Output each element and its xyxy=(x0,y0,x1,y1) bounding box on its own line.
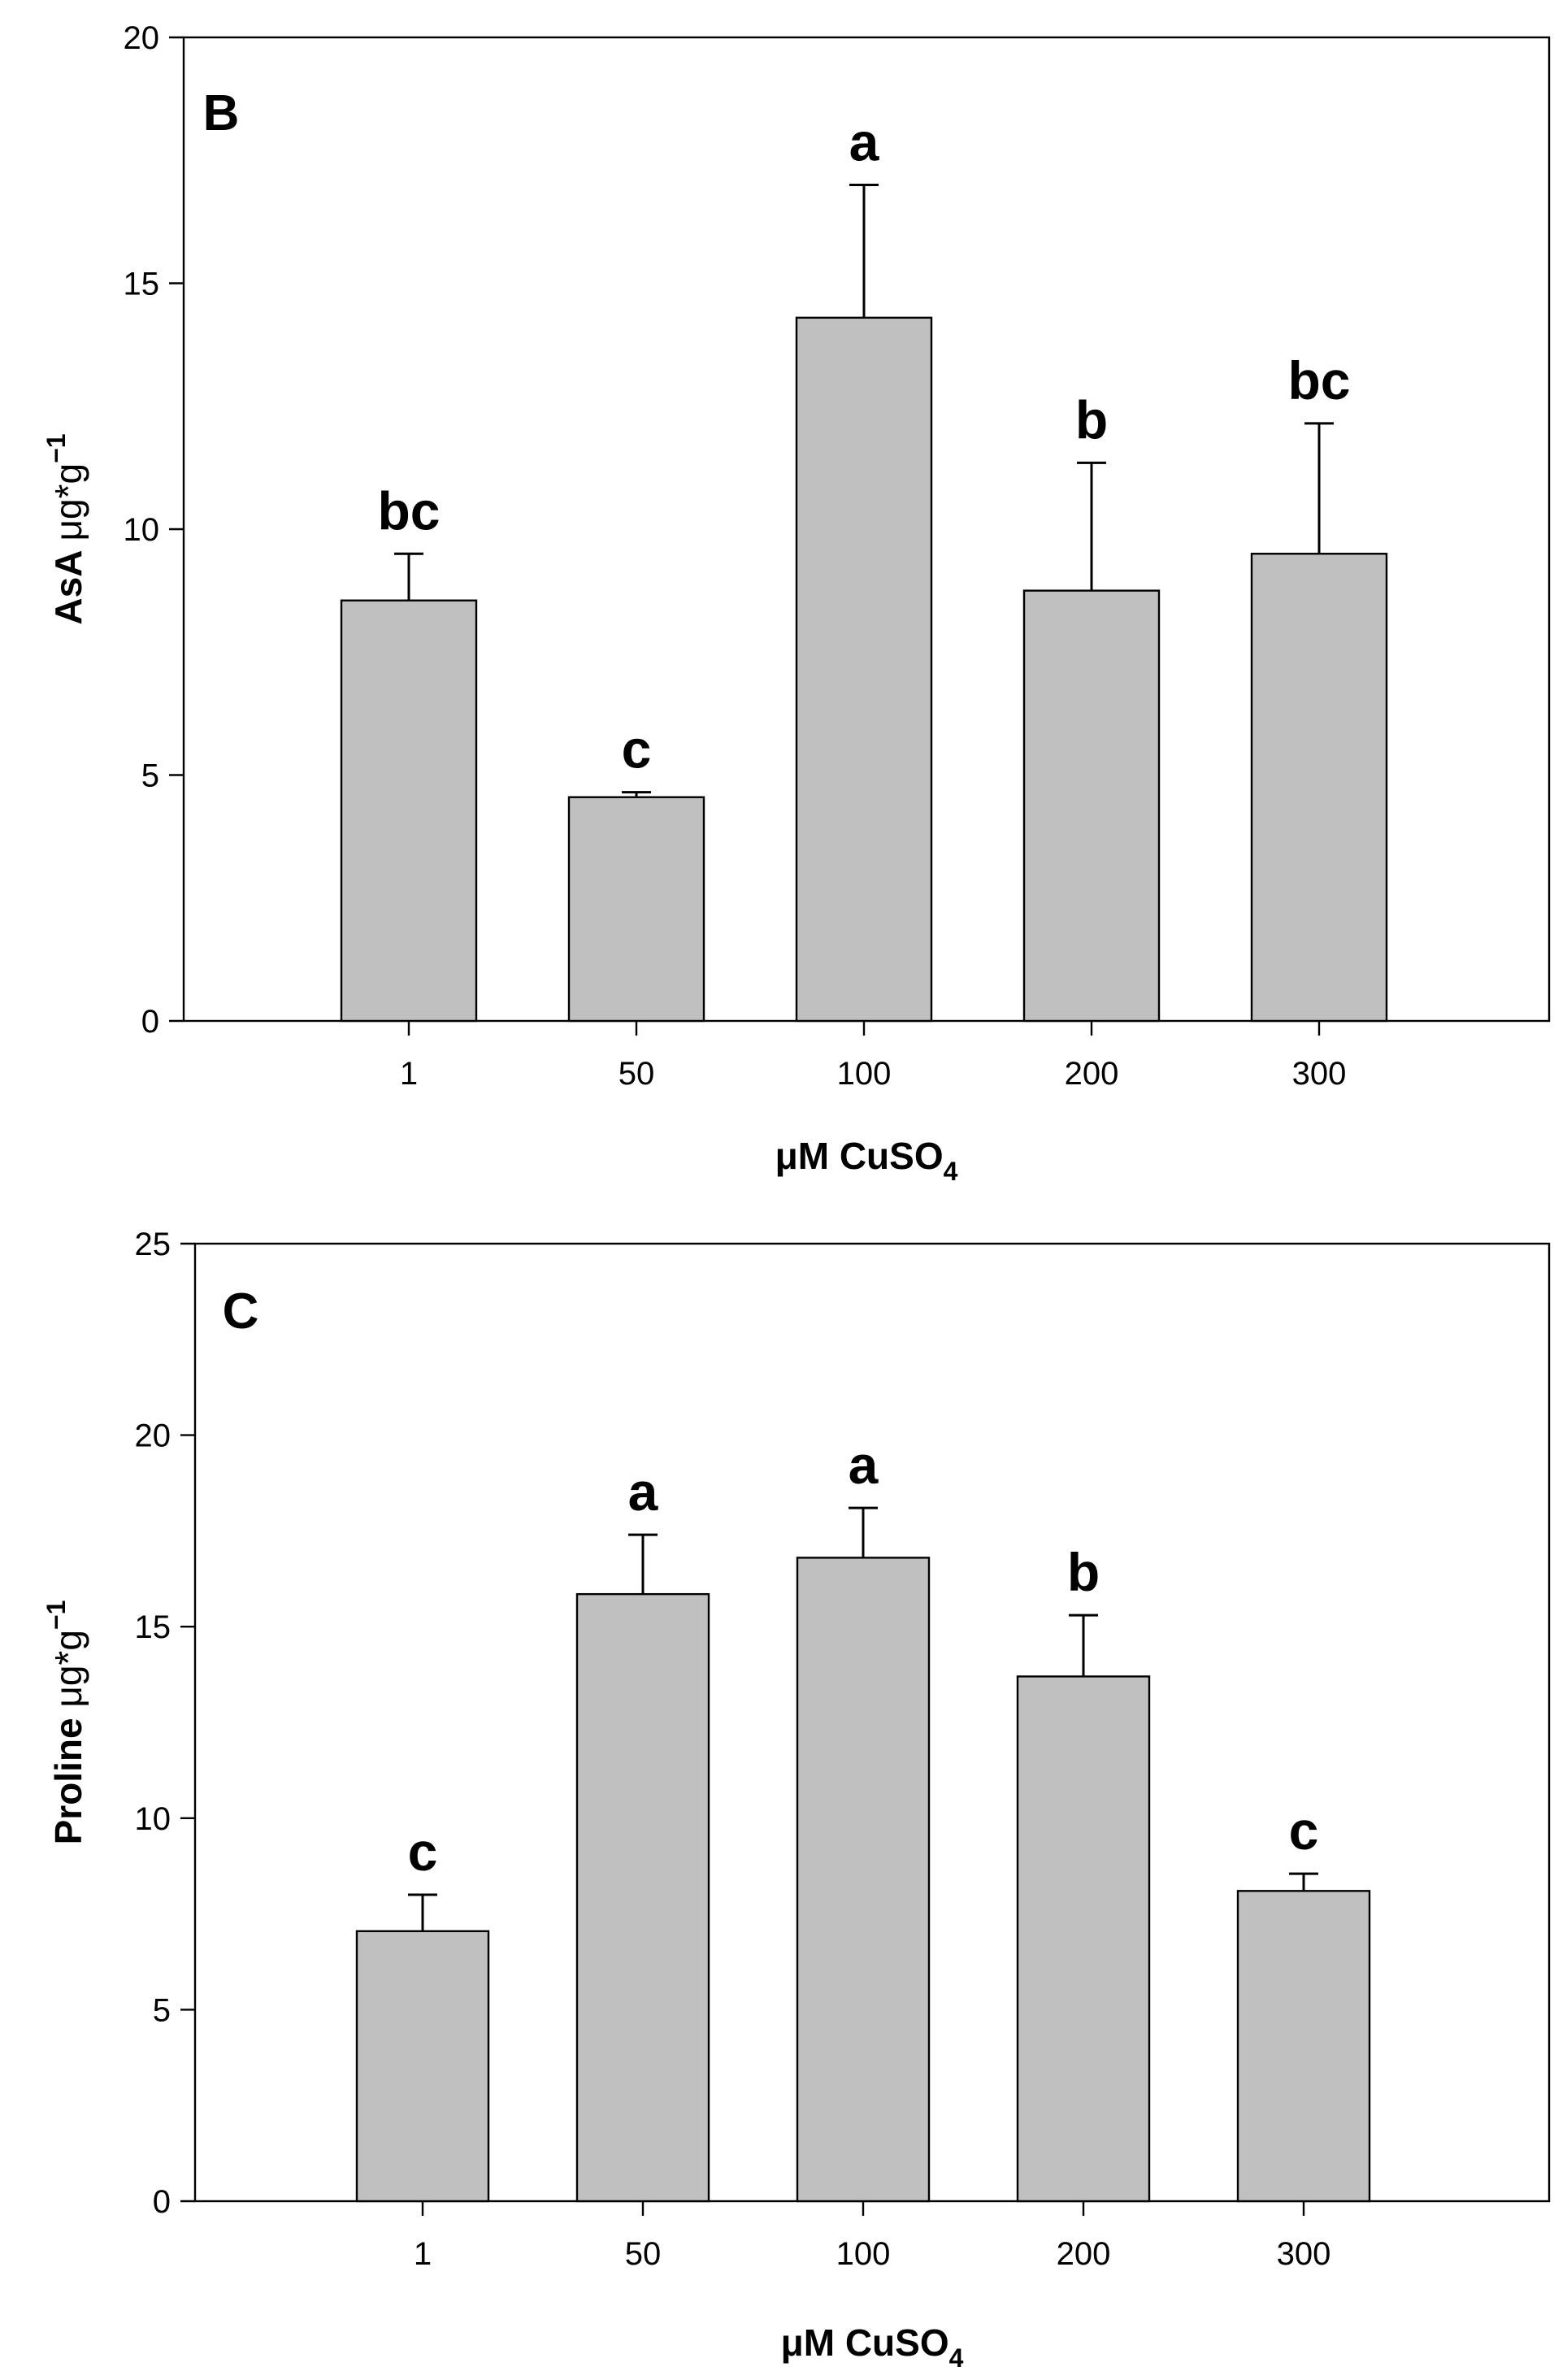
x-tick-label: 300 xyxy=(1277,2236,1331,2272)
y-axis-title: AsA μg*g−1 xyxy=(41,433,89,624)
y-tick-label: 20 xyxy=(124,20,160,56)
y-tick-label: 0 xyxy=(153,2184,171,2220)
x-tick-label: 100 xyxy=(837,1056,892,1092)
x-axis-title: μM CuSO4 xyxy=(781,2321,964,2373)
bar xyxy=(1022,589,1161,1023)
y-tick-label: 0 xyxy=(141,1004,159,1040)
significance-label: bc xyxy=(1287,350,1350,410)
x-tick-label: 100 xyxy=(836,2236,891,2272)
chart-panel-b: 0 5 10 15 20 1 bc 50 c 100 a 200 b 300 bc BμM CuSO4 AsA … xyxy=(41,20,1551,1186)
significance-label: bc xyxy=(377,480,440,541)
y-tick-label: 5 xyxy=(141,758,159,794)
bar xyxy=(1016,1675,1151,2203)
x-tick-label: 200 xyxy=(1065,1056,1119,1092)
x-tick-label: 1 xyxy=(414,2236,432,2272)
significance-label: a xyxy=(849,112,880,172)
significance-label: b xyxy=(1067,1542,1100,1602)
x-tick-label: 200 xyxy=(1057,2236,1111,2272)
significance-label: c xyxy=(408,1822,438,1882)
panel-label: C xyxy=(223,1283,259,1340)
x-axis-title: μM CuSO4 xyxy=(775,1135,958,1186)
significance-label: a xyxy=(849,1435,879,1495)
significance-label: b xyxy=(1075,389,1108,450)
chart-panel-c: 0 5 10 15 20 25 1 c 50 a 100 a 200 b 300 c CμM CuSO4 Prol… xyxy=(41,1227,1551,2373)
bar xyxy=(795,316,933,1023)
y-tick-label: 15 xyxy=(124,267,160,302)
panel-label: B xyxy=(203,85,240,141)
y-tick-label: 5 xyxy=(153,1992,171,2028)
significance-label: a xyxy=(628,1461,659,1522)
y-tick-label: 15 xyxy=(135,1609,171,1645)
significance-label: c xyxy=(622,719,652,780)
y-tick-label: 10 xyxy=(124,512,160,548)
bar xyxy=(1250,553,1388,1023)
bar xyxy=(575,1592,710,2203)
y-tick-label: 25 xyxy=(135,1227,171,1262)
bar xyxy=(567,796,705,1023)
x-tick-label: 300 xyxy=(1292,1056,1347,1092)
x-tick-label: 1 xyxy=(400,1056,418,1092)
x-tick-label: 50 xyxy=(625,2236,662,2272)
y-tick-label: 20 xyxy=(135,1418,171,1454)
bar xyxy=(796,1557,931,2203)
bar xyxy=(355,1930,490,2203)
x-tick-label: 50 xyxy=(619,1056,655,1092)
y-tick-label: 10 xyxy=(135,1801,171,1837)
significance-label: c xyxy=(1289,1800,1319,1861)
bar xyxy=(340,599,478,1023)
bar xyxy=(1236,1890,1371,2203)
y-axis-title: Proline μg*g−1 xyxy=(41,1600,89,1845)
